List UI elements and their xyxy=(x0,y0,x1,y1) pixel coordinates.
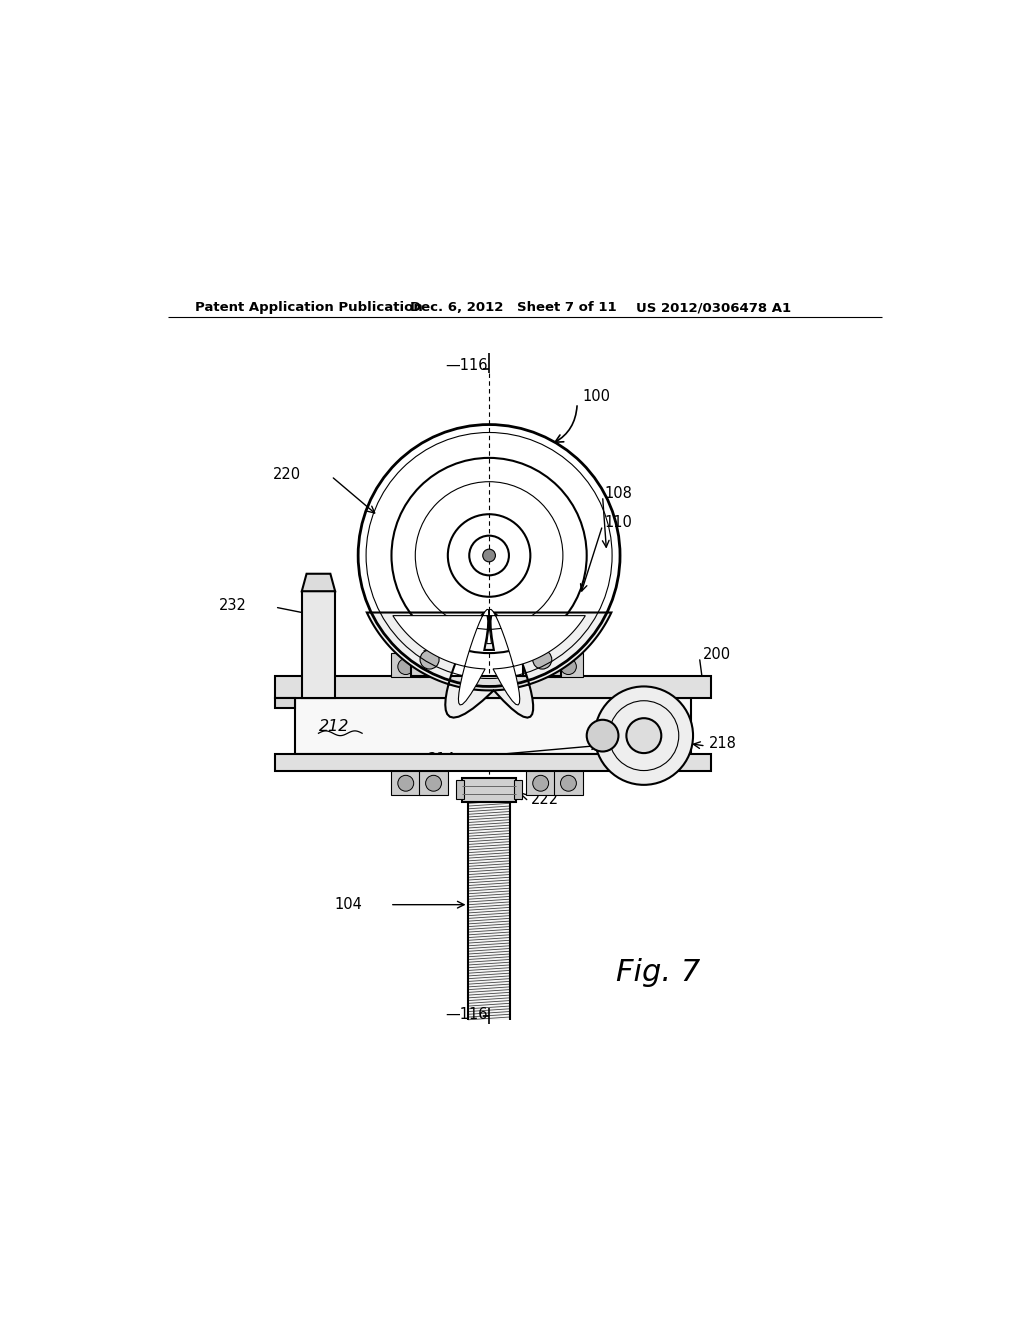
Polygon shape xyxy=(302,574,335,591)
Text: Fig. 7: Fig. 7 xyxy=(616,957,700,986)
Bar xyxy=(295,698,691,754)
Bar xyxy=(526,653,555,677)
Text: Sheet 7 of 11: Sheet 7 of 11 xyxy=(517,301,616,314)
Bar xyxy=(419,653,447,677)
Text: 222: 222 xyxy=(531,792,559,808)
Bar xyxy=(554,771,583,795)
Bar xyxy=(554,653,583,677)
Polygon shape xyxy=(393,610,586,705)
Circle shape xyxy=(397,775,414,791)
Bar xyxy=(462,777,516,801)
Polygon shape xyxy=(367,612,611,718)
Bar xyxy=(274,698,295,708)
Text: 200: 200 xyxy=(703,647,731,663)
Circle shape xyxy=(532,775,549,791)
Circle shape xyxy=(426,659,441,675)
Text: Patent Application Publication: Patent Application Publication xyxy=(196,301,423,314)
Bar xyxy=(523,645,561,676)
Text: 220: 220 xyxy=(272,467,301,482)
Bar xyxy=(419,771,447,795)
Bar xyxy=(274,754,712,771)
Circle shape xyxy=(627,718,662,754)
Bar xyxy=(391,653,420,677)
Circle shape xyxy=(532,659,549,675)
Text: 218: 218 xyxy=(709,737,737,751)
Bar xyxy=(391,771,420,795)
Circle shape xyxy=(595,686,693,785)
Text: 108: 108 xyxy=(604,486,632,502)
Text: 212: 212 xyxy=(318,718,349,734)
Text: —116: —116 xyxy=(445,358,488,372)
Text: 102: 102 xyxy=(547,661,575,676)
Bar xyxy=(302,591,335,698)
Text: 110: 110 xyxy=(604,515,632,531)
Bar xyxy=(514,780,522,799)
Text: 100: 100 xyxy=(582,389,610,404)
Circle shape xyxy=(426,775,441,791)
Text: 214: 214 xyxy=(428,752,456,767)
Circle shape xyxy=(397,659,414,675)
Circle shape xyxy=(560,659,577,675)
Circle shape xyxy=(420,649,439,669)
Text: US 2012/0306478 A1: US 2012/0306478 A1 xyxy=(636,301,791,314)
Bar xyxy=(526,771,555,795)
Circle shape xyxy=(587,719,618,751)
Bar xyxy=(274,676,712,698)
Circle shape xyxy=(560,775,577,791)
Text: 104: 104 xyxy=(334,898,362,912)
Bar xyxy=(468,789,510,1020)
Circle shape xyxy=(482,549,496,562)
Circle shape xyxy=(532,649,552,669)
Text: 232: 232 xyxy=(219,598,247,612)
Bar xyxy=(411,645,449,676)
Bar xyxy=(456,780,464,799)
Text: —116: —116 xyxy=(445,1007,488,1022)
Text: Dec. 6, 2012: Dec. 6, 2012 xyxy=(410,301,503,314)
